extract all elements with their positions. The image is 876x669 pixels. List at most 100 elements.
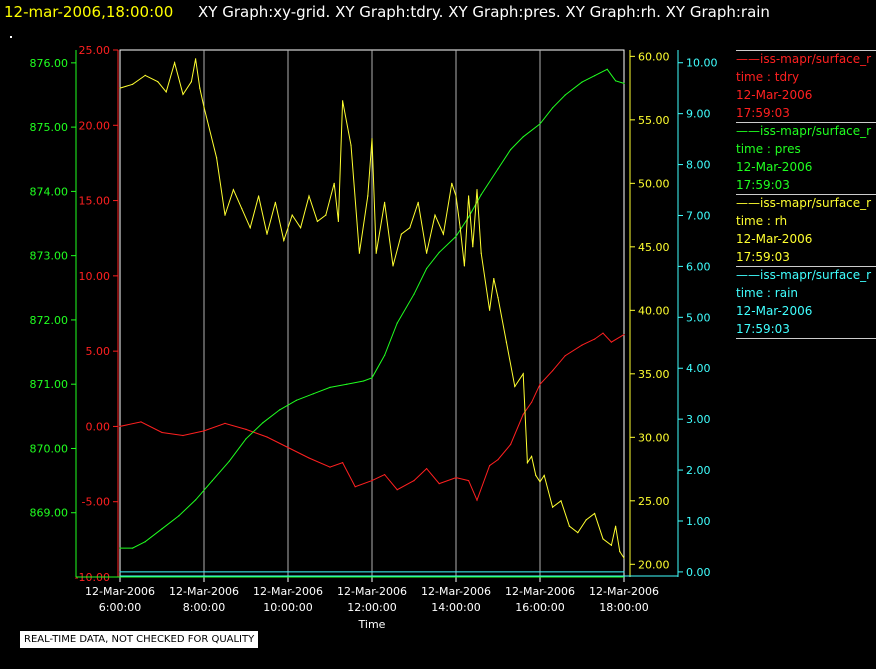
data-point-rh [585,519,587,521]
tdry-tick-label: 20.00 [79,119,111,132]
data-point-rh [224,214,226,216]
data-point-rh [480,252,482,254]
data-point-rain [623,571,625,573]
data-point-rh [190,81,192,83]
rain-tick-label: 8.00 [686,159,711,172]
legend-param: time : rain [736,286,799,300]
series-line-pres [120,68,625,549]
data-point-tdry [426,468,428,470]
data-point-rh [384,201,386,203]
data-point-rh [577,532,579,534]
rain-tick-label: 1.00 [686,515,711,528]
legend-series-name: ——iss-mapr/surface_r [736,196,872,210]
data-point-rh [489,309,491,311]
legend-series-name: ——iss-mapr/surface_r [736,124,872,138]
data-point-pres [480,194,482,196]
data-point-rh [497,297,499,299]
x-tick-label-date: 12-Mar-2006 [85,585,155,598]
pres-tick-label: 874.00 [30,185,69,198]
data-point-pres [211,480,213,482]
tdry-tick-label: 15.00 [79,195,111,208]
legend-date: 12-Mar-2006 [736,88,813,102]
data-point-pres [144,541,146,543]
data-point-rh [476,189,478,191]
legend-separator [736,194,876,195]
x-tick-label-date: 12-Mar-2006 [253,585,323,598]
x-tick-label-time: 18:00:00 [599,601,648,614]
data-point-rh [463,265,465,267]
tdry-tick-label: 0.00 [86,420,111,433]
data-point-tdry [329,466,331,468]
data-point-pres [413,293,415,295]
data-point-pres [119,547,121,549]
data-point-tdry [287,446,289,449]
rh-tick-label: 20.00 [638,558,670,571]
data-point-rh [165,91,167,93]
data-point-pres [497,168,499,170]
x-tick-label-date: 12-Mar-2006 [505,585,575,598]
data-point-rh [535,474,537,476]
data-point-tdry [182,434,184,437]
data-point-tdry [396,489,398,491]
data-point-tdry [476,499,478,501]
rh-tick-label: 55.00 [638,114,670,127]
data-point-rh [283,239,285,242]
timestamp: 12-mar-2006,18:00:00 [4,3,174,21]
data-point-rh [451,182,453,184]
data-point-tdry [140,421,142,423]
data-point-rh [174,62,176,64]
legend-time: 17:59:03 [736,322,790,336]
rain-tick-label: 2.00 [686,464,711,477]
data-point-tdry [245,428,247,430]
data-point-pres [594,75,596,77]
pres-tick-label: 869.00 [30,507,69,520]
x-tick-label-time: 12:00:00 [347,601,396,614]
tdry-tick-label: 5.00 [86,345,111,358]
data-point-pres [438,251,440,253]
data-point-pres [132,547,134,549]
legend-separator [736,266,876,267]
legend-separator [736,50,876,51]
data-point-tdry [602,332,604,334]
data-point-tdry [384,474,386,476]
data-point-rh [568,525,571,527]
data-point-pres [468,216,470,218]
data-point-rh [434,214,436,216]
data-point-rh [459,227,461,229]
data-point-rh [400,233,402,235]
x-tick-label-time: 10:00:00 [263,601,312,614]
data-point-rh [505,341,507,343]
data-point-pres [510,149,512,151]
legend-time: 17:59:03 [736,178,790,192]
data-point-rh [610,544,613,546]
header-bar: 12-mar-2006,18:00:00 XY Graph:xy-grid. X… [0,0,876,30]
data-point-pres [623,82,625,84]
data-point-rh [375,252,377,254]
data-point-rh [594,512,596,515]
data-point-rh [602,538,604,540]
data-point-tdry [564,355,566,357]
data-point-tdry [552,370,554,372]
data-point-rh [514,385,516,388]
x-tick-label-date: 12-Mar-2006 [589,585,659,598]
rain-tick-label: 6.00 [686,260,711,273]
data-point-rh [144,74,146,76]
x-tick-label-date: 12-Mar-2006 [421,585,491,598]
legend-param: time : rh [736,214,788,228]
data-point-pres [606,68,608,70]
data-point-rh [367,195,369,197]
legend-param: time : tdry [736,70,800,84]
data-point-tdry [623,334,625,336]
data-point-tdry [531,401,533,403]
legend-date: 12-Mar-2006 [736,160,813,174]
legend-entry: ——iss-mapr/surface_r time : pres 12-Mar-20… [736,122,876,194]
x-tick-label-time: 14:00:00 [431,601,480,614]
rain-tick-label: 7.00 [686,209,711,222]
data-point-pres [581,81,583,83]
data-point-pres [615,80,617,82]
rain-tick-label: 4.00 [686,362,711,375]
legend-entry: ——iss-mapr/surface_r time : rain 12-Mar-20… [736,266,876,338]
data-point-tdry [224,422,226,424]
rain-tick-label: 9.00 [686,108,711,121]
data-point-rh [371,138,373,140]
